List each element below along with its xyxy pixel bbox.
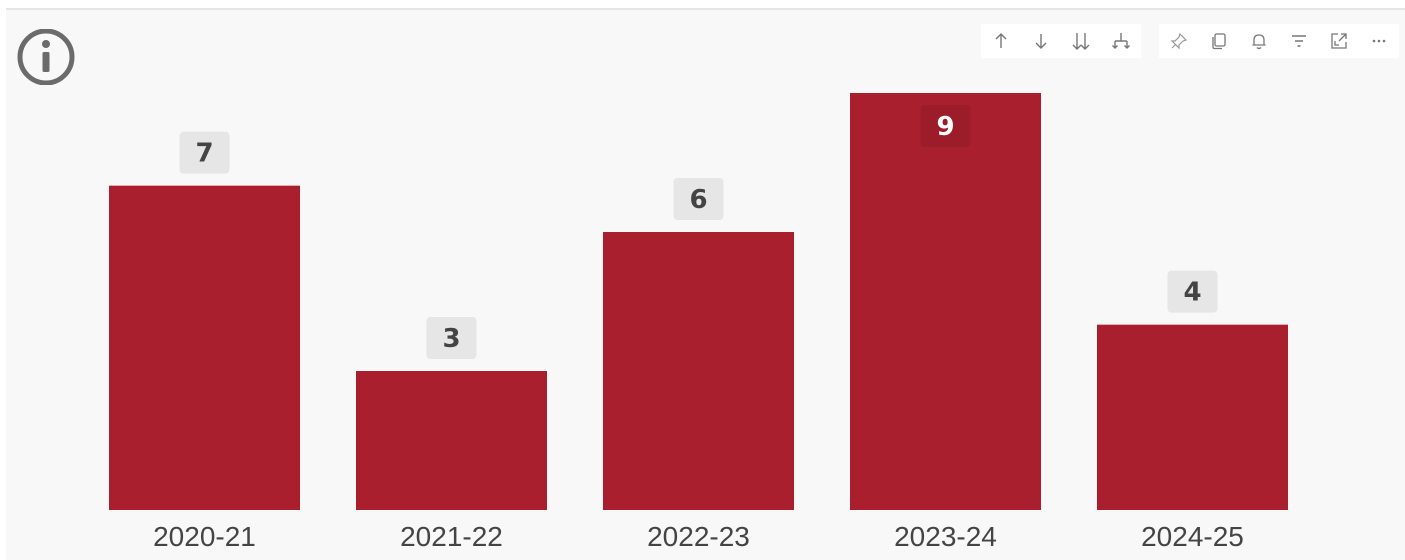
focus-mode-button[interactable] <box>1319 24 1359 58</box>
expand-all-icon <box>1072 33 1090 50</box>
filter-icon <box>1292 35 1306 47</box>
x-tick-label: 2024-25 <box>1141 521 1244 552</box>
bar-2021-22[interactable] <box>356 371 547 510</box>
x-tick-label: 2020-21 <box>153 521 256 552</box>
alert-button[interactable] <box>1239 24 1279 58</box>
more-options-button[interactable] <box>1359 24 1399 58</box>
next-level-button[interactable] <box>1061 24 1101 58</box>
data-label-box <box>1167 270 1218 313</box>
bar-2020-21[interactable] <box>109 185 300 510</box>
filters-button[interactable] <box>1279 24 1319 58</box>
data-label-box <box>426 317 477 359</box>
visual-options <box>1159 24 1399 58</box>
visual-header-toolbar <box>981 24 1399 58</box>
drill-up-button[interactable] <box>981 24 1021 58</box>
x-tick-label: 2022-23 <box>647 521 750 552</box>
copy-button[interactable] <box>1199 24 1239 58</box>
data-label-box <box>179 131 230 174</box>
bar-2024-25[interactable] <box>1097 324 1288 510</box>
drill-down-button[interactable] <box>1021 24 1061 58</box>
focus-mode-icon <box>1331 33 1347 49</box>
drill-controls <box>981 24 1141 58</box>
data-label-box <box>673 178 724 220</box>
drill-down-icon <box>1035 34 1047 49</box>
pin-icon <box>1170 32 1188 50</box>
bar-2023-24[interactable] <box>850 93 1041 510</box>
data-label: 3 <box>442 324 460 354</box>
data-label: 7 <box>195 139 213 169</box>
expand-hierarchy-icon <box>1112 33 1130 49</box>
data-label: 9 <box>936 112 954 142</box>
expand-hierarchy-button[interactable] <box>1101 24 1141 58</box>
pin-button[interactable] <box>1159 24 1199 58</box>
drill-up-icon <box>995 33 1007 48</box>
data-label-box <box>920 105 971 147</box>
info-icon[interactable] <box>16 29 76 85</box>
toolbar-gap <box>1141 24 1159 58</box>
more-options-icon <box>1372 39 1386 43</box>
x-tick-label: 2023-24 <box>894 521 997 552</box>
x-tick-label: 2021-22 <box>400 521 503 552</box>
data-label: 4 <box>1183 278 1201 308</box>
bar-2022-23[interactable] <box>603 232 794 510</box>
copy-icon <box>1212 33 1226 50</box>
bell-icon <box>1252 34 1266 50</box>
data-label: 6 <box>689 185 707 215</box>
